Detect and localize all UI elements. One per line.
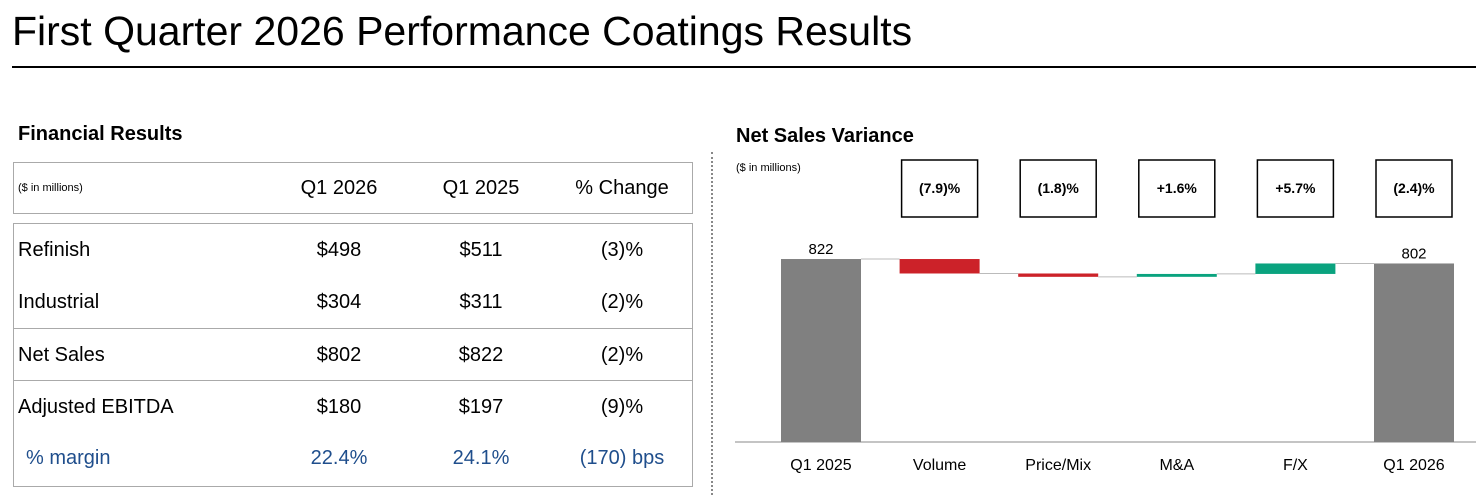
bar [781, 259, 861, 442]
table-cell: % margin [26, 447, 111, 469]
table-row: % margin 22.4% 24.1% (170) bps [14, 432, 692, 484]
table-cell: Adjusted EBITDA [18, 396, 174, 418]
bar [1255, 263, 1336, 274]
x-tick-label: Q1 2026 [1383, 457, 1444, 474]
x-tick-label: Q1 2025 [790, 457, 851, 474]
table-cell: 24.1% [452, 447, 510, 469]
change-box [1138, 159, 1216, 218]
table-cell: $304 [316, 291, 362, 313]
change-label: (7.9)% [919, 180, 961, 196]
header-cell: % Change [575, 177, 669, 199]
chart-title: Net Sales Variance [736, 125, 914, 147]
table-title: Financial Results [18, 123, 183, 145]
change-box [1019, 159, 1097, 218]
table-cell: Net Sales [18, 344, 105, 366]
x-tick-label: F/X [1283, 457, 1308, 474]
table-row: Refinish $498 $511 (3)% [14, 224, 692, 276]
table-cell: (170) bps [579, 447, 665, 469]
header-cell: ($ in millions) [18, 182, 83, 194]
table-cell: $498 [316, 239, 362, 261]
bar [1374, 263, 1454, 442]
change-label: +5.7% [1275, 180, 1316, 196]
header-cell: Q1 2025 [442, 177, 520, 199]
table-cell: (9)% [600, 396, 644, 418]
change-label: (1.8)% [1038, 180, 1080, 196]
table-cell: $802 [316, 344, 362, 366]
bar [1136, 273, 1217, 277]
table-cell: $197 [458, 396, 504, 418]
x-tick-label: Volume [913, 457, 966, 474]
title-rule [12, 66, 1476, 68]
data-label: 802 [1401, 245, 1426, 262]
table-cell: (2)% [600, 291, 644, 313]
table-body: Refinish $498 $511 (3)% Industrial $304 $311 (2… [13, 223, 693, 487]
table-cell: (2)% [600, 344, 644, 366]
table-cell: $511 [459, 239, 503, 261]
table-cell: Industrial [18, 291, 100, 313]
table-cell: $311 [459, 291, 503, 313]
data-label: 822 [808, 241, 833, 258]
page-title: First Quarter 2026 Performance Coatings … [12, 8, 913, 54]
table-row: Adjusted EBITDA $180 $197 (9)% [14, 380, 692, 433]
change-label: (2.4)% [1393, 180, 1435, 196]
table-cell: (3)% [600, 239, 644, 261]
x-tick-label: M&A [1159, 457, 1194, 474]
change-label: +1.6% [1157, 180, 1198, 196]
bar [1018, 273, 1099, 277]
x-tick-label: Price/Mix [1025, 457, 1091, 474]
table-cell: $180 [316, 396, 362, 418]
table-row: Industrial $304 $311 (2)% [14, 276, 692, 328]
change-box [1375, 159, 1453, 218]
divider [711, 152, 713, 495]
header-cell: Q1 2026 [300, 177, 378, 199]
bar [899, 259, 980, 274]
table-cell: 22.4% [310, 447, 368, 469]
chart-subtitle: ($ in millions) [736, 162, 801, 174]
table-cell: Refinish [18, 239, 91, 261]
table-cell: $822 [458, 344, 504, 366]
table-header: ($ in millions) Q1 2026 Q1 2025 % Change [13, 162, 693, 214]
change-box [900, 159, 979, 218]
change-box [1256, 159, 1335, 218]
table-row: Net Sales $802 $822 (2)% [14, 328, 692, 381]
header-row: ($ in millions) Q1 2026 Q1 2025 % Change [14, 163, 692, 213]
